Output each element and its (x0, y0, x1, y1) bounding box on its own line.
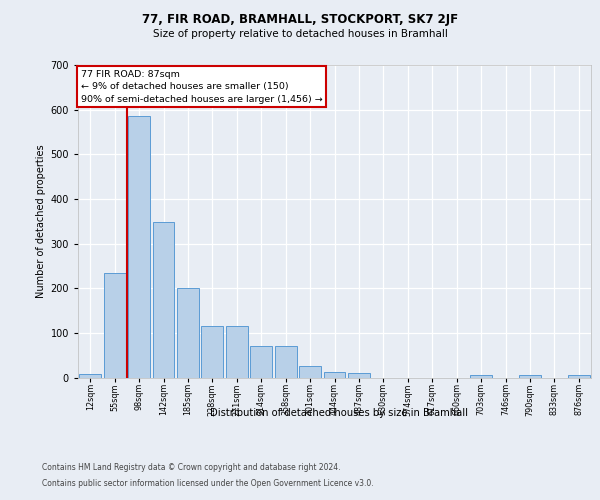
Bar (275, 346, 296, 378)
Bar (79, 374, 101, 378)
Bar (226, 326, 248, 378)
Bar (470, 376, 492, 378)
Bar (519, 376, 541, 378)
Bar (299, 366, 321, 378)
Bar (152, 222, 175, 378)
Bar (348, 373, 370, 378)
Bar (323, 372, 346, 378)
Bar (128, 116, 150, 378)
Bar (568, 376, 590, 378)
Text: Size of property relative to detached houses in Bramhall: Size of property relative to detached ho… (152, 29, 448, 39)
Text: Contains public sector information licensed under the Open Government Licence v3: Contains public sector information licen… (42, 479, 374, 488)
Bar (202, 326, 223, 378)
Text: 77, FIR ROAD, BRAMHALL, STOCKPORT, SK7 2JF: 77, FIR ROAD, BRAMHALL, STOCKPORT, SK7 2… (142, 12, 458, 26)
Bar (104, 272, 125, 378)
Text: Distribution of detached houses by size in Bramhall: Distribution of detached houses by size … (210, 408, 468, 418)
Bar (250, 346, 272, 378)
Text: 77 FIR ROAD: 87sqm
← 9% of detached houses are smaller (150)
90% of semi-detache: 77 FIR ROAD: 87sqm ← 9% of detached hous… (80, 70, 322, 103)
Bar (177, 288, 199, 378)
Y-axis label: Number of detached properties: Number of detached properties (37, 144, 46, 298)
Text: Contains HM Land Registry data © Crown copyright and database right 2024.: Contains HM Land Registry data © Crown c… (42, 462, 341, 471)
